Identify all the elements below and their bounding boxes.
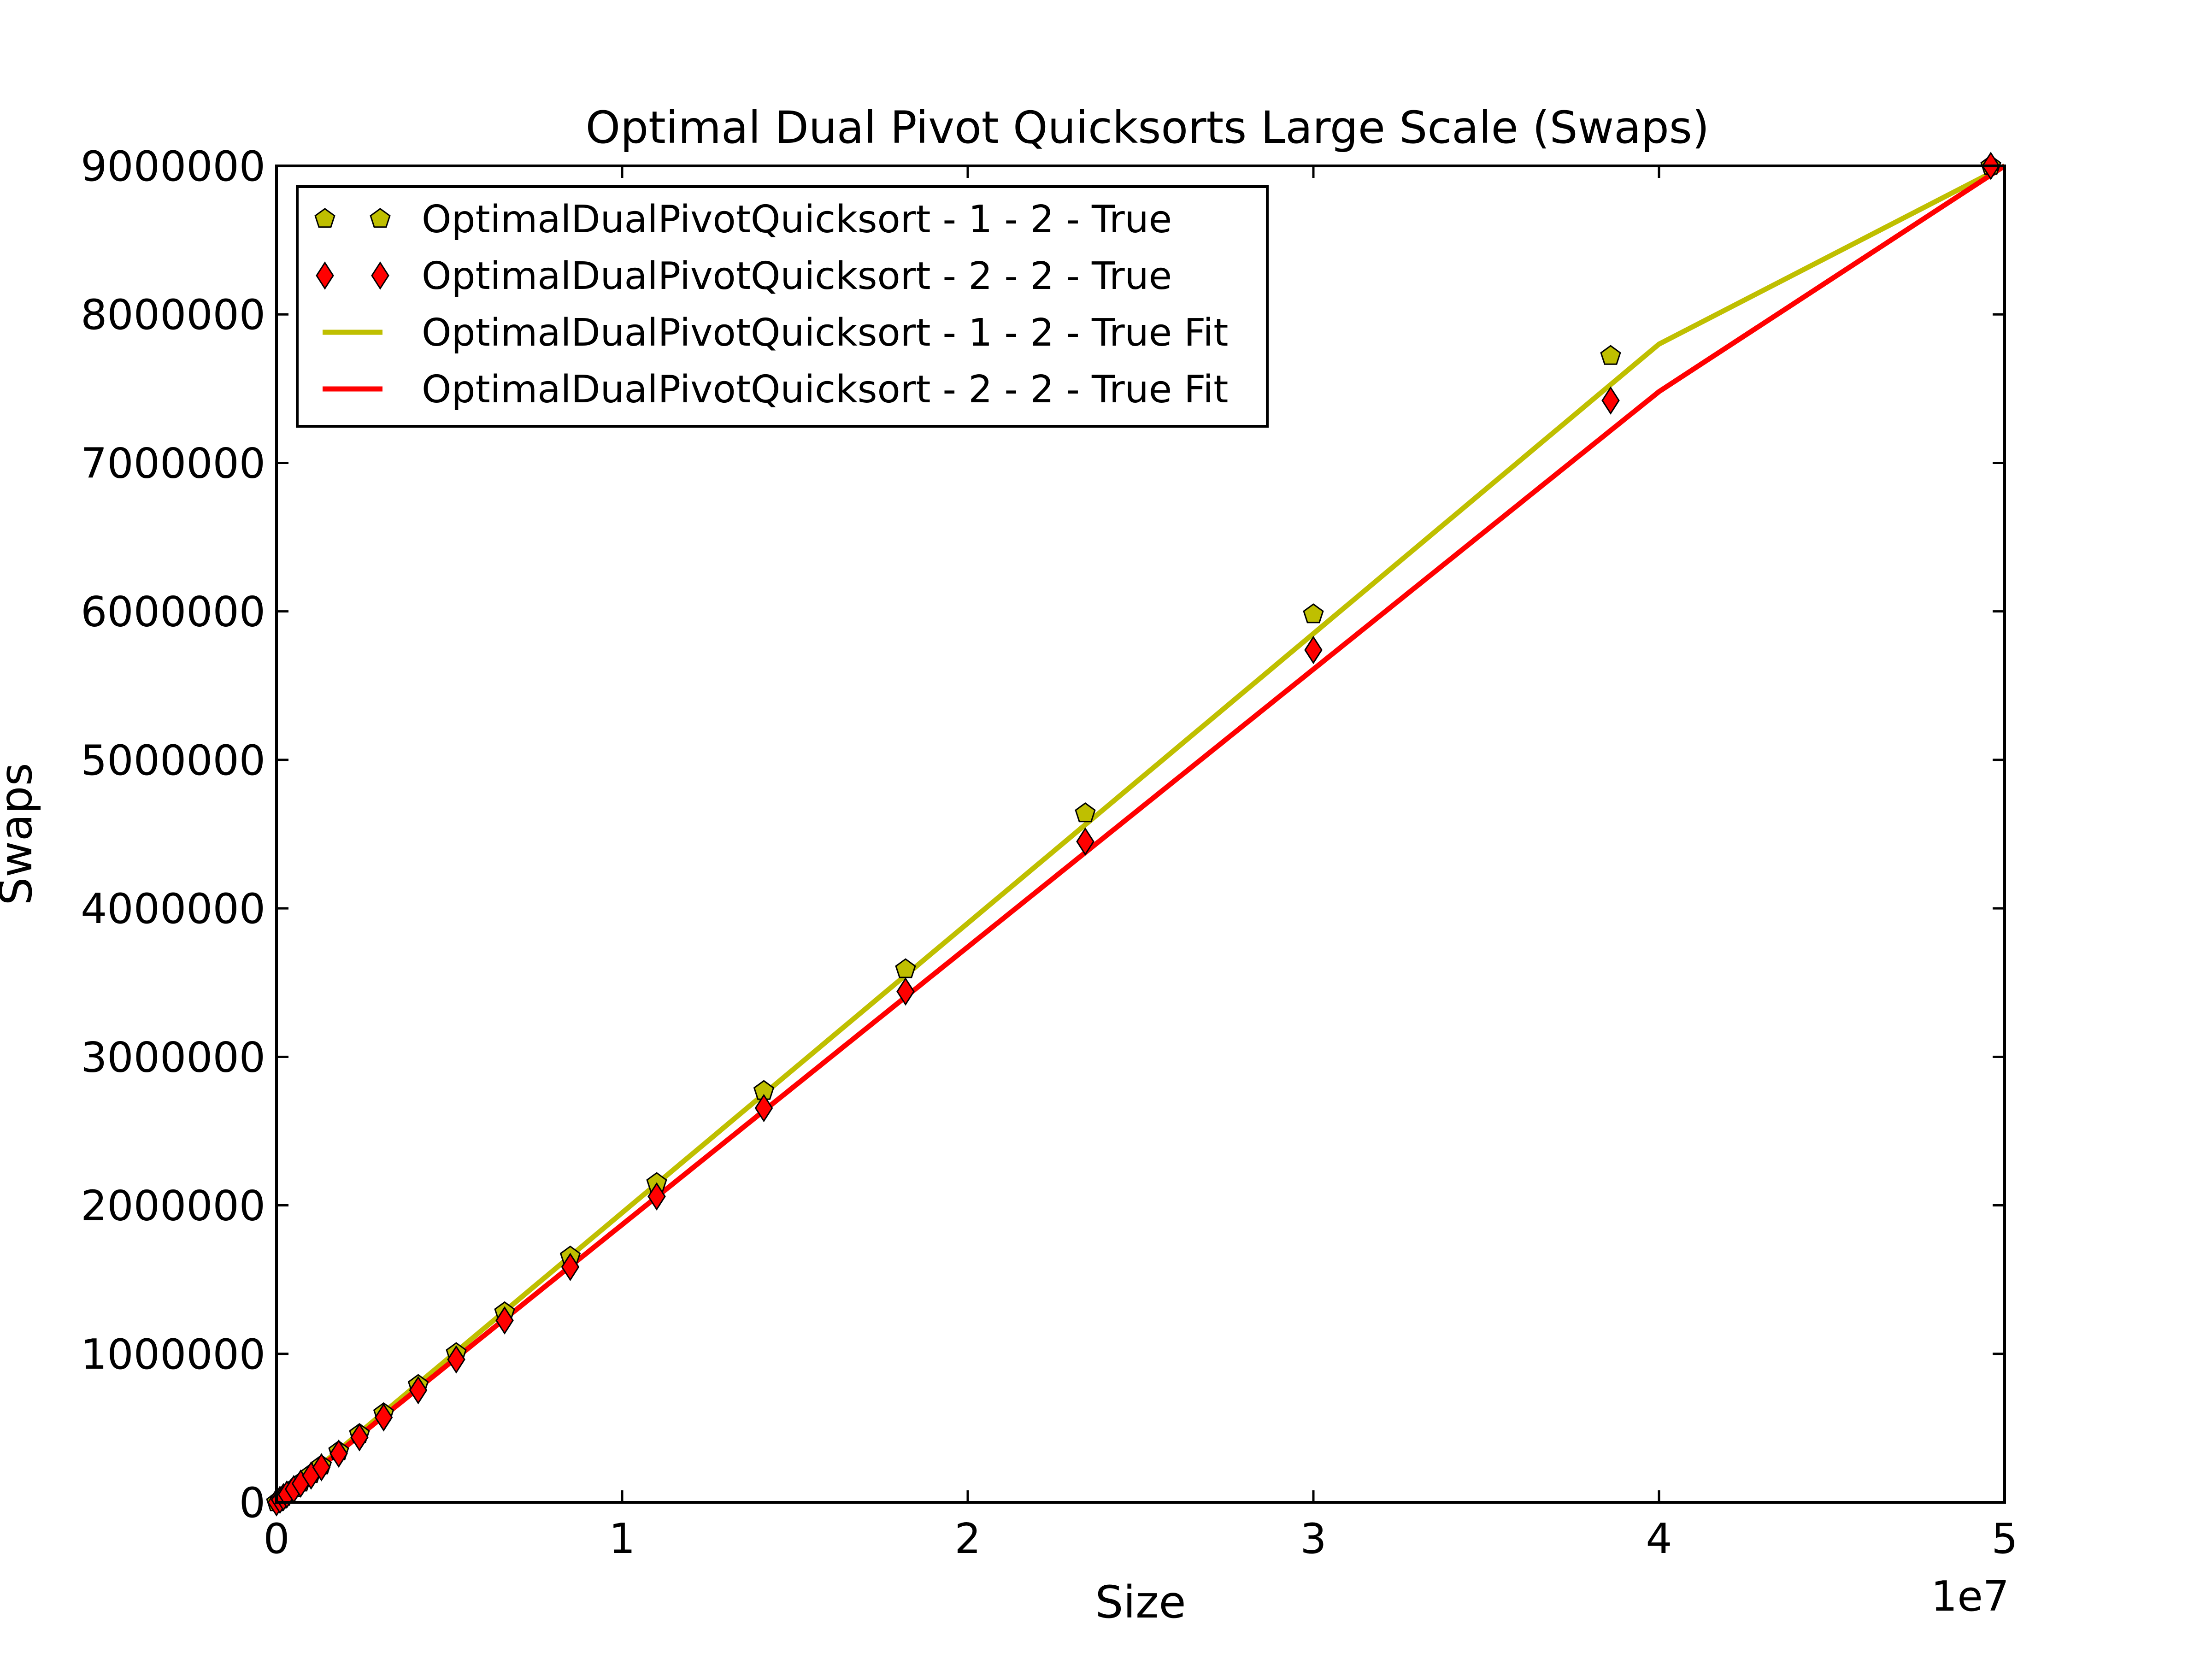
- legend-label: OptimalDualPivotQuicksort - 2 - 2 - True: [422, 254, 1172, 298]
- x-tick-label: 4: [1646, 1515, 1672, 1563]
- legend-marker-pentagon: [370, 208, 391, 228]
- legend: OptimalDualPivotQuicksort - 1 - 2 - True…: [296, 185, 1269, 428]
- data-point-diamond: [647, 1182, 666, 1211]
- y-tick-label: 4000000: [81, 885, 265, 933]
- y-tick-label: 8000000: [81, 291, 265, 339]
- legend-marker-diamond: [316, 261, 334, 290]
- data-point-diamond: [561, 1253, 580, 1282]
- plot-area: [266, 152, 2006, 1517]
- y-axis-label: Swaps: [0, 763, 42, 905]
- y-tick-label: 3000000: [81, 1033, 265, 1082]
- y-tick-label: 2000000: [81, 1182, 265, 1230]
- legend-marker-pentagon: [314, 208, 335, 228]
- data-point-pentagon: [1303, 603, 1324, 624]
- data-point-diamond: [1601, 386, 1620, 415]
- x-tick-label: 0: [263, 1515, 289, 1563]
- x-axis: 0 1 2 3 4 5: [263, 166, 2018, 1563]
- data-point-diamond: [447, 1345, 465, 1374]
- data-point-diamond: [312, 1453, 331, 1482]
- chart-title: Optimal Dual Pivot Quicksorts Large Scal…: [586, 102, 1710, 153]
- legend-label: OptimalDualPivotQuicksort - 2 - 2 - True…: [422, 368, 1228, 412]
- x-axis-label: Size: [1095, 1577, 1186, 1628]
- data-point-diamond: [896, 977, 915, 1006]
- data-point-diamond: [350, 1423, 369, 1452]
- data-point-diamond: [495, 1306, 514, 1335]
- y-tick-label: 9000000: [81, 142, 265, 191]
- data-point-diamond: [1304, 635, 1323, 665]
- x-tick-label: 5: [1991, 1515, 2018, 1563]
- legend-label: OptimalDualPivotQuicksort - 1 - 2 - True: [422, 198, 1172, 241]
- y-tick-label: 1000000: [81, 1330, 265, 1379]
- y-tick-label: 5000000: [81, 736, 265, 785]
- data-point-diamond: [374, 1403, 393, 1432]
- legend-marker-diamond: [371, 261, 389, 290]
- x-tick-label: 3: [1300, 1515, 1326, 1563]
- plot-frame: [275, 165, 2006, 1504]
- data-point-diamond: [329, 1439, 348, 1468]
- data-point-diamond: [754, 1094, 773, 1123]
- data-point-pentagon: [1075, 802, 1096, 823]
- y-tick-label: 0: [239, 1479, 265, 1527]
- data-point-diamond: [409, 1376, 428, 1405]
- y-axis: 0 1000000 2000000 3000000 4000000 5000000 6000…: [81, 142, 2005, 1527]
- x-tick-label: 2: [954, 1515, 981, 1563]
- data-point-pentagon: [1600, 345, 1621, 365]
- y-tick-label: 7000000: [81, 439, 265, 488]
- x-tick-label: 1: [609, 1515, 635, 1563]
- legend-label: OptimalDualPivotQuicksort - 1 - 2 - True…: [422, 311, 1228, 355]
- y-tick-label: 6000000: [81, 588, 265, 636]
- legend-box: [296, 185, 1269, 428]
- x-axis-offset-label: 1e7: [1931, 1572, 2009, 1621]
- data-point-diamond: [1076, 827, 1094, 856]
